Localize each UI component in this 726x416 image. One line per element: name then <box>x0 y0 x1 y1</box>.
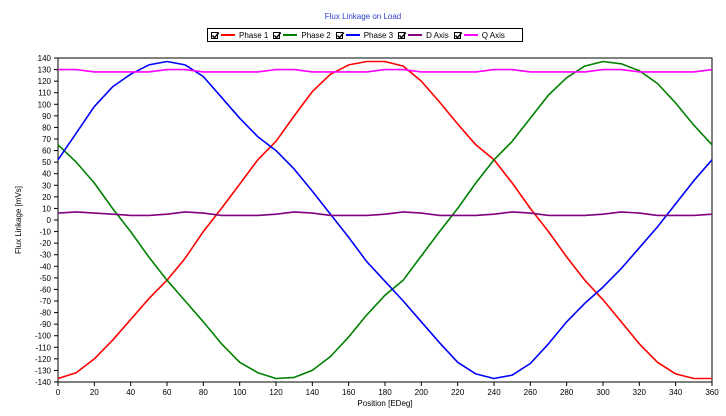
y-tick-label: -30 <box>39 251 51 260</box>
legend-label: Phase 3 <box>363 30 394 40</box>
y-tick-label: -60 <box>39 285 51 294</box>
legend-swatch <box>345 34 360 36</box>
legend-swatch <box>463 34 478 36</box>
legend-item-d-axis[interactable]: D Axis <box>398 31 449 40</box>
legend-item-phase-2[interactable]: Phase 2 <box>273 30 331 40</box>
series-group <box>57 60 713 380</box>
x-tick-label: 240 <box>487 388 501 397</box>
legend-checkbox[interactable] <box>398 31 407 39</box>
y-tick-label: -90 <box>39 320 51 329</box>
series-line-q-axis <box>58 68 713 73</box>
y-tick-label: 30 <box>42 181 51 190</box>
y-tick-label: 90 <box>42 112 51 121</box>
x-tick-label: 140 <box>306 388 320 397</box>
x-tick-label: 100 <box>233 388 247 397</box>
chart-title: Flux Linkage on Load <box>324 12 402 21</box>
y-tick-label: -110 <box>36 343 52 352</box>
y-tick-label: 130 <box>38 66 52 75</box>
x-tick-label: 20 <box>90 388 99 397</box>
y-tick-label: -130 <box>35 366 52 375</box>
legend-swatch <box>221 34 235 36</box>
legend-label: Q Axis <box>481 30 505 40</box>
y-tick-label: 60 <box>42 147 51 156</box>
legend-checkbox[interactable] <box>335 31 345 39</box>
y-tick-label: -40 <box>39 262 51 271</box>
x-tick-label: 200 <box>415 388 429 397</box>
y-tick-label: -20 <box>39 239 51 248</box>
y-tick-label: 70 <box>42 135 51 144</box>
y-tick-label: 110 <box>38 89 51 98</box>
legend-label: Phase 1 <box>239 30 269 40</box>
x-tick-label: 60 <box>163 388 172 397</box>
y-tick-label: 50 <box>42 158 51 167</box>
y-tick-label: 0 <box>47 216 52 225</box>
x-tick-label: 300 <box>596 388 610 397</box>
plot-area <box>57 57 713 383</box>
x-tick-label: 280 <box>560 388 574 397</box>
legend-item-phase-1[interactable]: Phase 1 <box>211 31 268 40</box>
legend-item-q-axis[interactable]: Q Axis <box>453 30 505 40</box>
y-tick-label: -50 <box>39 274 51 283</box>
legend-swatch <box>283 34 298 36</box>
y-tick-label: 140 <box>38 54 52 63</box>
series-line-phase-3 <box>57 60 713 380</box>
y-tick-label: 120 <box>38 77 52 86</box>
x-tick-label: 0 <box>56 388 61 397</box>
x-tick-label: 120 <box>269 388 283 397</box>
legend-swatch <box>408 34 423 36</box>
x-tick-label: 220 <box>451 388 465 397</box>
y-tick-label: 80 <box>42 123 51 132</box>
y-tick-label: -140 <box>35 378 52 387</box>
legend-checkbox[interactable] <box>273 31 282 39</box>
chart-legend: Phase 1 Phase 2 Phase 3 D Axis Q Axis <box>207 28 523 42</box>
y-tick-label: 20 <box>42 193 51 202</box>
x-tick-label: 320 <box>633 388 647 397</box>
x-axis-label: Position [EDeg] <box>357 399 412 408</box>
x-tick-label: 360 <box>705 388 719 397</box>
x-tick-label: 160 <box>342 388 356 397</box>
legend-label: Phase 2 <box>301 30 331 40</box>
legend-checkbox[interactable] <box>453 31 463 39</box>
series-line-d-axis <box>57 211 713 217</box>
x-tick-label: 260 <box>524 388 538 397</box>
legend-checkbox[interactable] <box>211 31 220 39</box>
y-tick-label: 100 <box>38 100 52 109</box>
axis-ticks: 1401301201101009080706050403020100-10-20… <box>35 54 719 397</box>
y-tick-label: -100 <box>35 332 52 341</box>
x-tick-label: 180 <box>378 388 392 397</box>
y-axis-label: Flux Linkage [mVs] <box>14 186 23 254</box>
x-tick-label: 340 <box>669 388 683 397</box>
x-tick-label: 40 <box>126 388 135 397</box>
y-tick-label: -70 <box>39 297 51 306</box>
legend-item-phase-3[interactable]: Phase 3 <box>335 30 394 40</box>
y-tick-label: -10 <box>39 228 51 237</box>
x-tick-label: 80 <box>199 388 208 397</box>
legend-label: D Axis <box>426 30 449 40</box>
series-line-phase-2 <box>57 60 713 380</box>
y-tick-label: 10 <box>42 204 51 213</box>
y-tick-label: 40 <box>42 170 51 179</box>
y-tick-label: -120 <box>35 355 52 364</box>
y-tick-label: -80 <box>39 309 51 318</box>
